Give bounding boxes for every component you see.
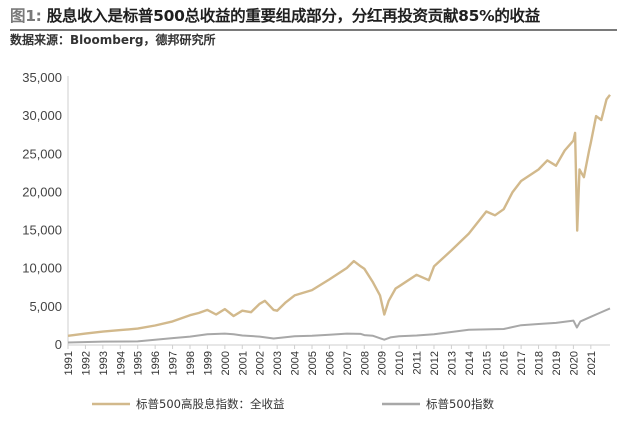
x-tick-label: 2020 [568,351,580,375]
x-tick-label: 2000 [220,351,232,375]
y-tick-label: 25,000 [22,146,62,161]
x-tick-label: 2002 [255,351,267,375]
figure-label: 图1: [10,7,42,25]
x-axis: 1991 1992 1993 1994 1995 1996 1997 1998 1999 2000… [63,344,610,375]
x-tick-label: 2021 [586,351,598,375]
chart-legend: 标普500高股息指数：全收益 标普500指数 [92,397,494,411]
x-tick-label: 1996 [150,351,162,375]
x-tick-label: 2006 [324,351,336,375]
chart-series [67,94,611,344]
x-tick-label: 2001 [237,351,249,375]
x-tick-label: 2003 [272,351,284,375]
x-tick-label: 1993 [98,351,110,375]
x-tick-label: 2010 [394,351,406,375]
y-tick-label: 0 [55,337,62,352]
x-tick-label: 2005 [307,351,319,375]
x-tick-label: 1998 [185,351,197,375]
x-tick-label: 1999 [202,351,214,375]
y-tick-label: 30,000 [22,108,62,123]
header-rule [10,29,617,31]
series-line-total-return [67,94,611,337]
x-tick-label: 1997 [168,351,180,375]
x-tick-label: 1992 [80,351,92,375]
data-source: 数据来源：Bloomberg，德邦研究所 [10,33,216,47]
x-tick-label: 1991 [63,351,75,375]
y-axis: 0 5,000 10,000 15,000 20,000 25,000 30,000 35,0… [22,70,69,352]
x-tick-label: 1994 [115,351,127,375]
y-tick-label: 15,000 [22,223,62,238]
x-tick-label: 2007 [342,351,354,375]
x-tick-label: 2009 [377,351,389,375]
chart-title-text: 股息收入是标普500总收益的重要组成部分，分红再投资贡献85%的收益 [46,7,541,25]
x-tick-label: 2012 [429,351,441,375]
x-tick-label: 2014 [464,351,476,375]
x-tick-label: 2019 [551,351,563,375]
x-tick-label: 2008 [359,351,371,375]
x-tick-label: 2017 [516,351,528,375]
x-tick-label: 2015 [481,351,493,375]
chart-title: 图1: 股息收入是标普500总收益的重要组成部分，分红再投资贡献85%的收益 [10,4,617,26]
x-tick-label: 2018 [534,351,546,375]
legend-label-price-index: 标普500指数 [426,397,494,411]
x-tick-label: 1995 [133,351,145,375]
y-tick-label: 10,000 [22,261,62,276]
series-line-price-index [67,307,611,344]
y-tick-label: 20,000 [22,184,62,199]
x-tick-label: 2016 [499,351,511,375]
x-tick-label: 2004 [290,351,302,375]
y-tick-label: 5,000 [29,299,62,314]
legend-label-total-return: 标普500高股息指数：全收益 [136,397,284,411]
x-tick-label: 2013 [446,351,458,375]
x-tick-label: 2011 [412,351,424,375]
y-tick-label: 35,000 [22,70,62,85]
